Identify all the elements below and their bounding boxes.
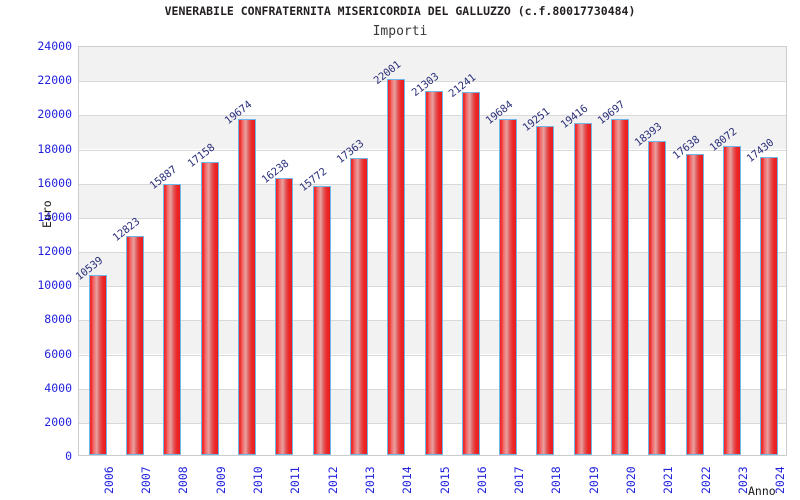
y-axis-tick-label: 6000 bbox=[44, 346, 72, 361]
chart-subtitle: Importi bbox=[372, 24, 428, 39]
bar[interactable] bbox=[685, 153, 704, 455]
bar[interactable] bbox=[125, 235, 144, 455]
y-axis-tick-label: 22000 bbox=[37, 73, 72, 88]
plot-band bbox=[79, 47, 786, 82]
x-axis-title: Anno bbox=[748, 484, 776, 498]
y-axis-tick-label: 14000 bbox=[37, 209, 72, 224]
y-axis-tick-label: 20000 bbox=[37, 107, 72, 122]
x-axis-tick-label: 2012 bbox=[325, 466, 340, 494]
bar[interactable] bbox=[648, 140, 667, 455]
bar[interactable] bbox=[237, 118, 256, 455]
bar[interactable] bbox=[573, 123, 592, 455]
bar[interactable] bbox=[88, 274, 107, 455]
bar[interactable] bbox=[760, 157, 779, 455]
plot-area: 10539 12823 15887 17158 19674 16238 15772 17363… bbox=[73, 46, 787, 456]
bar[interactable] bbox=[163, 183, 182, 455]
y-axis-ticks: 0 2000 4000 6000 8000 10000 12000 14000 16000 180… bbox=[0, 39, 72, 463]
x-axis-tick-label: 2016 bbox=[474, 466, 489, 494]
y-axis-tick-label: 12000 bbox=[37, 244, 72, 258]
bar[interactable] bbox=[424, 91, 443, 455]
gridline bbox=[79, 81, 786, 83]
y-axis-tick-label: 10000 bbox=[37, 278, 72, 293]
bar[interactable] bbox=[611, 118, 630, 455]
bar[interactable] bbox=[387, 79, 406, 455]
x-axis-tick-label: 2010 bbox=[250, 466, 265, 494]
x-axis-ticks: 2006 2007 2008 2009 2010 2011 2012 2013 2014 2015… bbox=[78, 456, 788, 500]
y-axis-tick-label: 4000 bbox=[44, 380, 72, 395]
x-axis-tick-label: 2009 bbox=[213, 466, 228, 494]
bar[interactable] bbox=[312, 185, 331, 455]
x-axis-tick-label: 2020 bbox=[624, 466, 639, 494]
x-axis-tick-label: 2021 bbox=[661, 466, 676, 494]
bar[interactable] bbox=[499, 118, 518, 455]
y-axis-tick-label: 8000 bbox=[44, 312, 72, 327]
y-axis-tick-label: 2000 bbox=[44, 414, 72, 429]
y-axis-tick-label: 18000 bbox=[37, 141, 72, 156]
bar[interactable] bbox=[461, 92, 480, 455]
x-axis-tick-label: 2007 bbox=[138, 466, 153, 494]
bar[interactable] bbox=[349, 158, 368, 455]
x-axis-tick-label: 2006 bbox=[101, 466, 116, 494]
x-axis-tick-label: 2018 bbox=[549, 466, 564, 494]
x-axis-tick-label: 2015 bbox=[437, 466, 452, 494]
bar[interactable] bbox=[723, 146, 742, 455]
x-axis-tick-label: 2008 bbox=[176, 466, 191, 494]
y-axis-tick-label: 24000 bbox=[37, 39, 72, 53]
bar[interactable] bbox=[536, 126, 555, 455]
chart-title: VENERABILE CONFRATERNITA MISERICORDIA DE… bbox=[164, 4, 636, 18]
y-axis-tick-label: 16000 bbox=[37, 175, 72, 190]
bar[interactable] bbox=[275, 177, 294, 455]
y-axis-tick-label: 0 bbox=[65, 449, 72, 463]
x-axis-tick-label: 2019 bbox=[586, 466, 601, 494]
x-axis-tick-label: 2017 bbox=[512, 466, 527, 494]
x-axis-tick-label: 2014 bbox=[400, 466, 415, 494]
y-axis-title: Euro bbox=[40, 200, 54, 228]
x-axis-tick-label: 2022 bbox=[698, 466, 713, 494]
x-axis-tick-label: 2011 bbox=[288, 466, 303, 494]
bar[interactable] bbox=[200, 161, 219, 455]
x-axis-tick-label: 2013 bbox=[362, 466, 377, 494]
